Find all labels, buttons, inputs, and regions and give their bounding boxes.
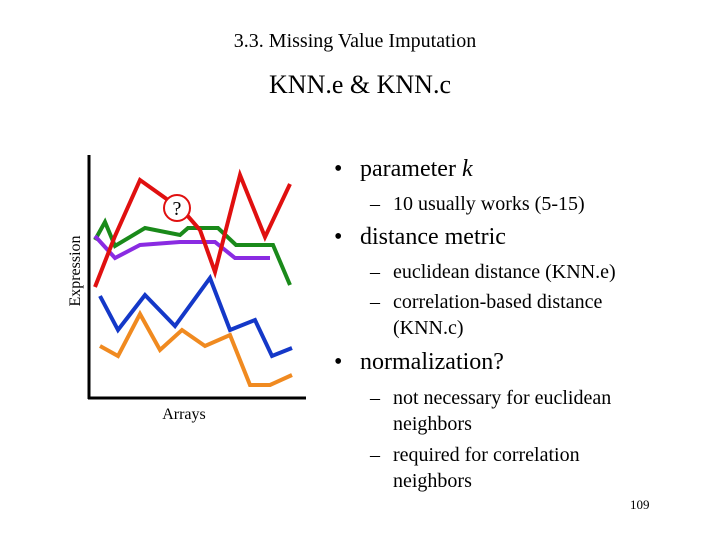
x-axis-label: Arrays	[162, 406, 206, 423]
bullet: • normalization?	[334, 349, 504, 375]
bullet: • parameter k	[334, 156, 473, 182]
missing-marker: ?	[173, 198, 182, 220]
bullet-text: distance metric	[360, 224, 506, 250]
orange-profile	[99, 309, 293, 387]
sub-bullet-text: correlation-based distance (KNN.c)	[393, 291, 603, 339]
red-profile	[93, 168, 292, 288]
sub-bullet-text: required for correlation neighbors	[393, 444, 580, 492]
slide-title: 3.3. Missing Value Imputation	[233, 30, 477, 52]
slide-subtitle: KNN.e & KNN.c	[269, 70, 451, 99]
sub-bullet: – required for correlation neighbors	[370, 442, 633, 494]
sub-bullet: – euclidean distance (KNN.e)	[370, 259, 663, 285]
missing-marker-circle	[163, 194, 191, 222]
bullet: • distance metric	[334, 224, 506, 250]
sub-bullet-text: not necessary for euclidean neighbors	[393, 387, 612, 435]
sub-bullet-text: euclidean distance (KNN.e)	[393, 261, 616, 283]
sub-bullet-text: 10 usually works (5-15)	[393, 193, 585, 215]
bullet-text: parameter	[360, 156, 456, 182]
bullet-italic: k	[461, 156, 473, 182]
green-profile	[93, 217, 292, 286]
sub-bullet: – not necessary for euclidean neighbors	[370, 385, 663, 437]
sub-bullet: – correlation-based distance (KNN.c)	[370, 289, 633, 341]
blue-profile	[98, 273, 293, 359]
diagram: ? Expression Arrays	[67, 155, 306, 423]
sub-bullet: –10 usually works (5-15)	[370, 191, 663, 217]
bullet-text: normalization?	[360, 349, 504, 375]
purple-profile	[93, 234, 270, 261]
page-number: 109	[630, 497, 650, 512]
y-axis-label: Expression	[67, 235, 84, 306]
